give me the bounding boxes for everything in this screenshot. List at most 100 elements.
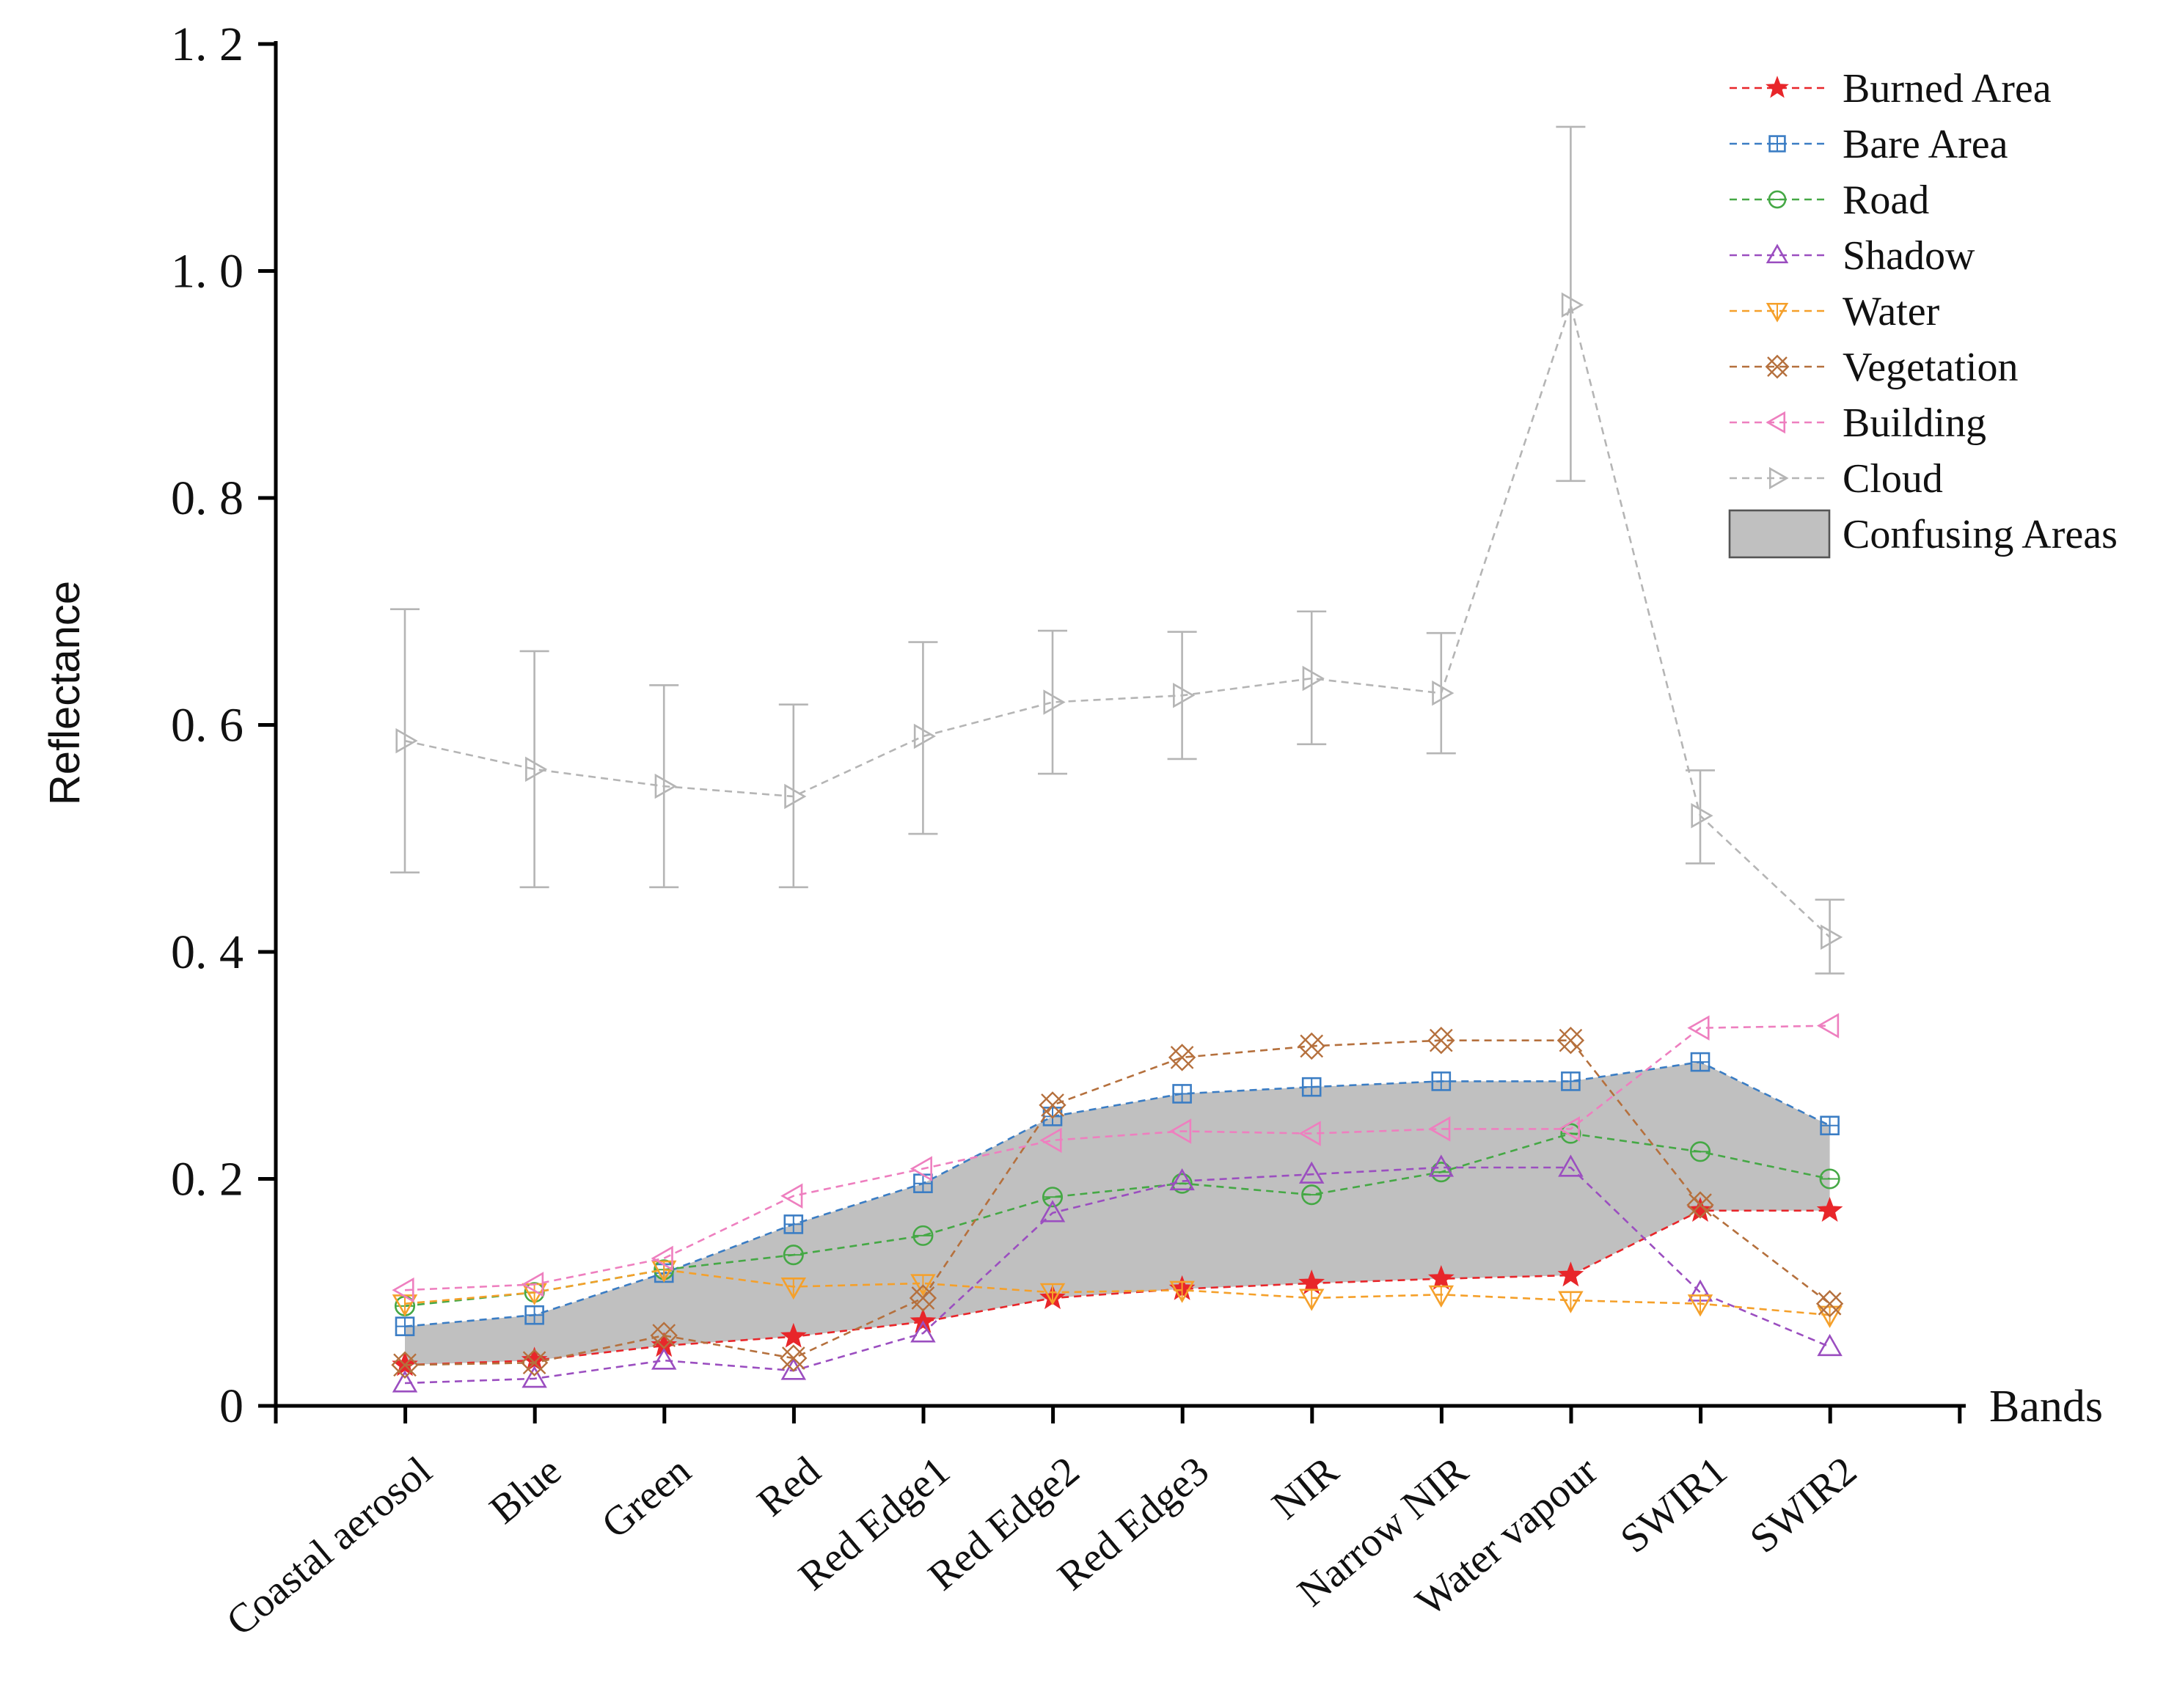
point-vegetation-x [1818,1291,1842,1316]
point-bare-area-cross [1691,1053,1709,1071]
point-vegetation [650,1322,678,1349]
point-road [1042,1187,1064,1208]
point-building [1428,1116,1451,1142]
series-bare-area [395,1052,1840,1336]
x-tick-label-coastal-aerosol: Coastal aerosol [218,1448,440,1644]
point-burned-area [1816,1197,1843,1223]
point-vegetation-x [1429,1028,1453,1052]
point-burned-area [780,1322,807,1348]
legend-marker-shadow [1766,243,1789,264]
series-line-vegetation [404,1039,1831,1366]
legend-swatch-confusing-areas [1728,509,1831,559]
legend-label-confusing-areas: Confusing Areas [1843,512,2118,557]
point-water [780,1277,807,1300]
point-vegetation [520,1349,549,1377]
point-building [521,1272,544,1297]
legend-label-water: Water [1843,289,1940,334]
x-tick-label-red: Red [749,1448,829,1525]
legend-marker-bare-area-cross [1769,136,1785,152]
legend: Burned Area Bare Area Road Shadow Water Veget… [1728,66,2118,559]
point-shadow [392,1370,418,1393]
point-shadow [1428,1154,1455,1177]
point-bare-area-cross [1562,1072,1580,1091]
point-cloud [1691,803,1713,829]
legend-item-shadow: Shadow [1730,233,1975,279]
error-bar-cloud [519,650,549,889]
point-shadow [651,1347,677,1370]
error-bar-cloud [1038,629,1067,775]
point-bare-area-cross [914,1174,932,1192]
series-building [392,1013,1840,1303]
point-vegetation-x [1688,1193,1712,1217]
point-vegetation [391,1351,419,1379]
point-shadow [1169,1168,1195,1191]
point-vegetation-x [911,1286,935,1310]
point-cloud [525,756,548,782]
x-tick-label-blue: Blue [481,1448,570,1532]
point-burned-area [1298,1269,1325,1294]
legend-label-building: Building [1843,400,1986,446]
point-shadow [780,1357,807,1380]
point-building [1039,1127,1062,1154]
point-water [1428,1285,1455,1308]
point-bare-area-cross [784,1215,802,1234]
point-bare-area-cross [1821,1116,1839,1135]
point-burned-area [1687,1197,1713,1223]
point-road [1689,1141,1711,1162]
legend-item-cloud: Cloud [1730,456,1943,502]
legend-marker-burned-area [1766,76,1789,98]
point-bare-area [524,1305,544,1325]
point-building [1816,1013,1840,1038]
point-vegetation-x [1170,1046,1194,1069]
point-vegetation-x [393,1353,417,1377]
series-vegetation [391,1027,1844,1379]
point-water [1039,1283,1066,1305]
point-bare-area [1431,1071,1452,1091]
legend-item-building: Building [1730,400,1986,446]
y-tick-label: 1. 0 [171,245,244,298]
x-tick-label-nir: NIR [1264,1448,1347,1528]
y-axis-title: Reflectance [41,581,89,805]
point-vegetation-x [781,1346,805,1370]
point-shadow [1817,1333,1843,1357]
series-shadow [392,1154,1843,1393]
point-road [912,1225,934,1246]
point-road [1819,1168,1840,1190]
legend-item-bare-area: Bare Area [1730,122,2008,167]
point-bare-area [395,1316,415,1336]
point-water [1298,1289,1325,1311]
point-cloud [654,773,677,799]
series-line-building [404,1025,1830,1291]
x-axis-title: Bands [1989,1382,2103,1432]
legend-item-water: Water [1730,289,1940,334]
point-vegetation-x [1300,1034,1324,1058]
point-vegetation [909,1284,937,1312]
legend-marker-vegetation [1765,354,1790,379]
error-bar-cloud [1297,610,1327,746]
point-building [910,1156,932,1181]
legend-item-vegetation: Vegetation [1730,345,2018,390]
legend-label-bare-area: Bare Area [1843,122,2008,167]
y-tick-label: 0. 8 [171,472,244,525]
point-cloud [784,783,807,810]
point-cloud [1432,680,1455,706]
legend-marker-building [1766,411,1786,434]
series-line-bare-area [404,1060,1831,1327]
y-tick-label: 0. 4 [171,926,244,979]
y-tick-label: 1. 2 [171,18,244,71]
point-bare-area [1820,1115,1840,1136]
point-bare-area-cross [396,1317,414,1335]
legend-marker-road [1768,190,1787,209]
series-cloud [390,125,1845,975]
point-building [1687,1015,1710,1041]
legend-label-shadow: Shadow [1843,233,1975,279]
point-cloud [395,727,418,754]
point-building [1168,1118,1192,1144]
legend-label-cloud: Cloud [1843,456,1943,502]
point-cloud [1173,683,1196,708]
point-cloud [1821,924,1843,950]
point-cloud [1302,665,1325,692]
point-water [1169,1280,1195,1303]
point-vegetation [1556,1027,1585,1055]
point-road [1301,1184,1322,1206]
